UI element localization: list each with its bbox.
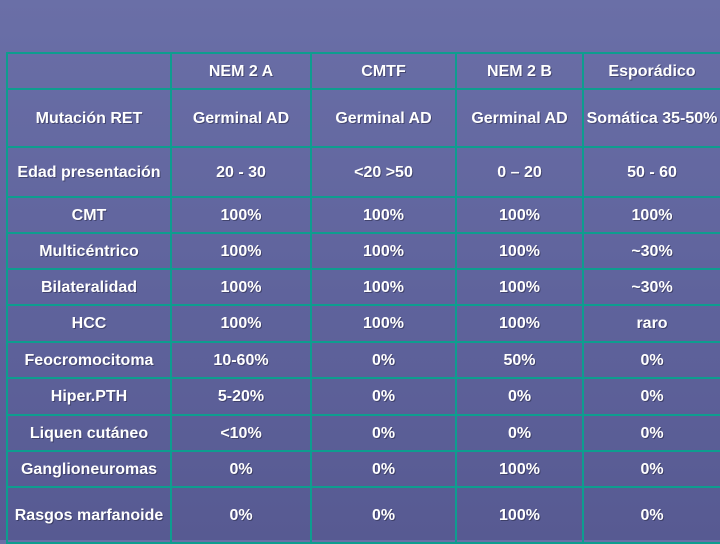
row-label: CMT [6, 196, 172, 234]
table-cell: ~30% [582, 232, 720, 270]
header-nem2b: NEM 2 B [455, 52, 584, 90]
table-cell: 0% [455, 414, 584, 452]
table-cell: 0% [582, 341, 720, 379]
table-cell: <10% [170, 414, 312, 452]
table-row: Feocromocitoma 10-60% 0% 50% 0% [6, 341, 720, 379]
table-cell: 0% [310, 377, 457, 416]
table-cell: 100% [455, 304, 584, 343]
table-row: Bilateralidad 100% 100% 100% ~30% [6, 268, 720, 306]
table-cell: ~30% [582, 268, 720, 306]
table-cell: 0% [310, 414, 457, 452]
row-label: Edad presentación [6, 146, 172, 198]
table-row: Ganglioneuromas 0% 0% 100% 0% [6, 450, 720, 488]
table-row: Rasgos marfanoide 0% 0% 100% 0% [6, 486, 720, 544]
row-label: Bilateralidad [6, 268, 172, 306]
table-cell: 50% [455, 341, 584, 379]
table-row: CMT 100% 100% 100% 100% [6, 196, 720, 234]
table-row: Hiper.PTH 5-20% 0% 0% 0% [6, 377, 720, 416]
table-cell: 0% [582, 486, 720, 544]
table-cell: 100% [170, 304, 312, 343]
header-nem2a: NEM 2 A [170, 52, 312, 90]
table-cell: 100% [455, 486, 584, 544]
table-cell: 100% [455, 268, 584, 306]
table-cell: 100% [310, 268, 457, 306]
table-cell: 0% [170, 450, 312, 488]
table-row: HCC 100% 100% 100% raro [6, 304, 720, 343]
table-cell: 10-60% [170, 341, 312, 379]
row-label: Multicéntrico [6, 232, 172, 270]
row-label: Feocromocitoma [6, 341, 172, 379]
header-corner-cell [6, 52, 172, 90]
table-row: Liquen cutáneo <10% 0% 0% 0% [6, 414, 720, 452]
table-cell: Germinal AD [310, 88, 457, 148]
table-row: Edad presentación 20 - 30 <20 >50 0 – 20… [6, 146, 720, 198]
header-esporadico: Esporádico [582, 52, 720, 90]
table-row: Multicéntrico 100% 100% 100% ~30% [6, 232, 720, 270]
table-cell: Somática 35-50% [582, 88, 720, 148]
table-cell: 100% [170, 268, 312, 306]
table-cell: 20 - 30 [170, 146, 312, 198]
header-row: NEM 2 A CMTF NEM 2 B Esporádico [6, 52, 720, 90]
table-cell: Germinal AD [170, 88, 312, 148]
table-cell: 100% [310, 304, 457, 343]
comparison-table: NEM 2 A CMTF NEM 2 B Esporádico Mutación… [6, 52, 720, 544]
table-cell: 0% [310, 341, 457, 379]
table-cell: <20 >50 [310, 146, 457, 198]
table-cell: 50 - 60 [582, 146, 720, 198]
table-cell: 0% [582, 414, 720, 452]
table-cell: 100% [170, 196, 312, 234]
table-cell: 100% [310, 196, 457, 234]
row-label: Liquen cutáneo [6, 414, 172, 452]
table-cell: Germinal AD [455, 88, 584, 148]
table-cell: raro [582, 304, 720, 343]
table-cell: 0% [310, 486, 457, 544]
table-cell: 0% [582, 450, 720, 488]
table-cell: 0% [455, 377, 584, 416]
table-cell: 0 – 20 [455, 146, 584, 198]
header-cmtf: CMTF [310, 52, 457, 90]
table-cell: 0% [582, 377, 720, 416]
row-label: Ganglioneuromas [6, 450, 172, 488]
table-cell: 5-20% [170, 377, 312, 416]
row-label: HCC [6, 304, 172, 343]
table-cell: 100% [310, 232, 457, 270]
table-row: Mutación RET Germinal AD Germinal AD Ger… [6, 88, 720, 148]
row-label: Mutación RET [6, 88, 172, 148]
table-cell: 100% [170, 232, 312, 270]
table-cell: 100% [455, 196, 584, 234]
table-cell: 100% [455, 450, 584, 488]
row-label: Hiper.PTH [6, 377, 172, 416]
table-cell: 0% [310, 450, 457, 488]
table-cell: 100% [582, 196, 720, 234]
table-cell: 100% [455, 232, 584, 270]
row-label: Rasgos marfanoide [6, 486, 172, 544]
table-cell: 0% [170, 486, 312, 544]
